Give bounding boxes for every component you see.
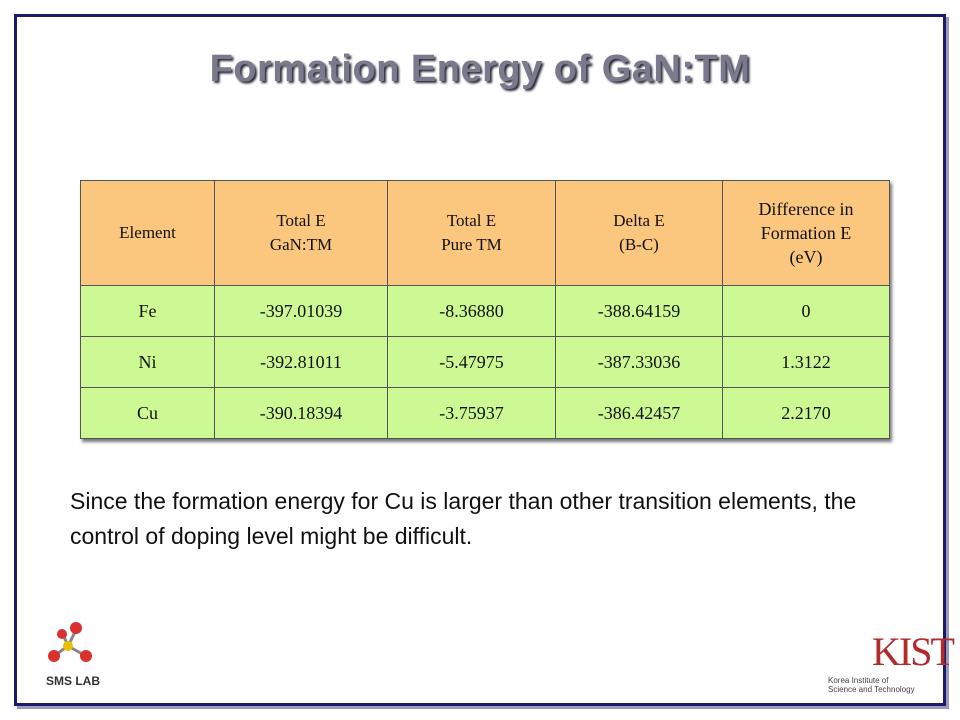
table-row: Ni -392.81011 -5.47975 -387.33036 1.3122 [80, 336, 890, 388]
table-row: Cu -390.18394 -3.75937 -386.42457 2.2170 [80, 387, 890, 439]
table-row: Fe -397.01039 -8.36880 -388.64159 0 [80, 285, 890, 337]
kist-logo: KIST Korea Institute of Science and Tech… [828, 628, 955, 698]
cell-total-e-pure-tm: -8.36880 [387, 285, 556, 337]
slide-title: Formation Energy of GaN:TM [209, 48, 751, 90]
header-delta-e: Delta E (B-C) [555, 180, 723, 286]
cell-delta-e: -387.33036 [555, 336, 723, 388]
kist-mark: KIST [872, 629, 955, 674]
header-element: Element [80, 180, 215, 286]
header-total-e-gan-tm: Total E GaN:TM [214, 180, 388, 286]
cell-difference: 0 [722, 285, 890, 337]
header-total-e-pure-tm: Total E Pure TM [387, 180, 556, 286]
cell-delta-e: -388.64159 [555, 285, 723, 337]
cell-element: Ni [80, 336, 215, 388]
cell-total-e-gan-tm: -392.81011 [214, 336, 388, 388]
cell-total-e-gan-tm: -390.18394 [214, 387, 388, 439]
cell-total-e-pure-tm: -3.75937 [387, 387, 556, 439]
cell-total-e-gan-tm: -397.01039 [214, 285, 388, 337]
table-header-row: Element Total E GaN:TM Total E Pure TM D… [80, 180, 890, 286]
cell-difference: 2.2170 [722, 387, 890, 439]
kist-caption: Korea Institute of Science and Technolog… [828, 676, 915, 694]
header-difference-formation-e: Difference in Formation E (eV) [722, 180, 890, 286]
conclusion-text: Since the formation energy for Cu is lar… [70, 488, 857, 549]
sms-lab-logo: SMS LAB [38, 618, 108, 696]
molecule-icon [48, 622, 92, 662]
sms-lab-label: SMS LAB [46, 674, 100, 688]
cell-element: Cu [80, 387, 215, 439]
cell-element: Fe [80, 285, 215, 337]
cell-difference: 1.3122 [722, 336, 890, 388]
formation-energy-table: Element Total E GaN:TM Total E Pure TM D… [80, 180, 890, 439]
cell-total-e-pure-tm: -5.47975 [387, 336, 556, 388]
cell-delta-e: -386.42457 [555, 387, 723, 439]
